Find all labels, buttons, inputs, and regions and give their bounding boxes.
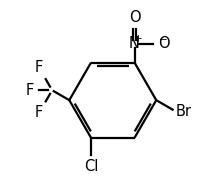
Text: O: O	[158, 36, 170, 51]
Text: N: N	[129, 36, 140, 51]
Text: O: O	[129, 10, 140, 25]
Text: F: F	[35, 60, 43, 75]
Text: Br: Br	[176, 104, 192, 119]
Text: F: F	[35, 105, 43, 120]
Text: F: F	[25, 83, 34, 98]
Text: Cl: Cl	[84, 159, 98, 174]
Text: −: −	[159, 35, 168, 45]
Text: +: +	[134, 34, 143, 44]
